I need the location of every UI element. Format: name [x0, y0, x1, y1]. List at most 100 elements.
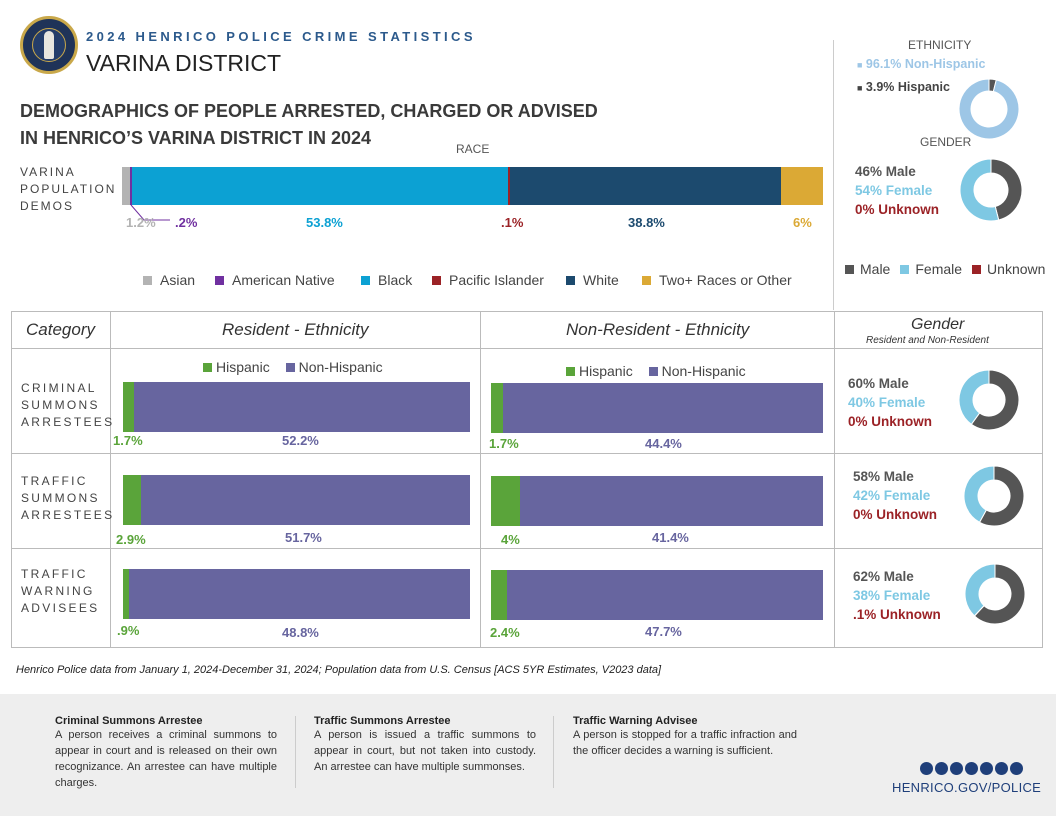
race-label-white: 38.8%	[628, 215, 665, 230]
non-hispanic-segment	[141, 475, 470, 525]
race-segment-black	[132, 167, 509, 205]
non-hispanic-segment	[129, 569, 470, 619]
overall-gender-stats: 46% Male 54% Female 0% Unknown	[855, 164, 940, 217]
nextdoor-icon[interactable]	[980, 762, 993, 775]
category-traffic-warning: TRAFFIC WARNING ADVISEES	[21, 567, 100, 615]
category-criminal-summons: CRIMINAL SUMMONS ARRESTEES	[21, 381, 115, 429]
row1-gender-stats: 60% Male 40% Female 0% Unknown	[848, 376, 933, 429]
row1-resident-non-hispanic-pct: 52.2%	[282, 433, 319, 448]
overall-gender-donut	[959, 158, 1023, 222]
row3-gender-donut	[964, 563, 1026, 625]
definition-criminal-summons: Criminal Summons Arrestee A person recei…	[55, 715, 277, 789]
female-slice	[959, 158, 1000, 222]
legend-two-plus: Two+ Races or Other	[642, 272, 792, 288]
race-label-two-plus: 6%	[793, 215, 812, 230]
row2-non-resident-bar	[491, 476, 823, 526]
non-hispanic-segment	[133, 382, 470, 432]
population-demos-label: VARINA POPULATION DEMOS	[20, 165, 117, 213]
non-hispanic-segment	[506, 570, 823, 620]
legend-female: Female	[900, 261, 962, 277]
category-traffic-summons: TRAFFIC SUMMONS ARRESTEES	[21, 474, 115, 522]
page-headline: DEMOGRAPHICS OF PEOPLE ARRESTED, CHARGED…	[20, 101, 598, 148]
ethnicity-title: ETHNICITY	[908, 38, 972, 52]
row3-gender-stats: 62% Male 38% Female .1% Unknown	[853, 569, 941, 622]
non-hispanic-slice	[958, 78, 1020, 140]
header-gender: Gender	[911, 316, 965, 333]
henrico-police-seal	[20, 16, 78, 74]
threads-icon[interactable]	[965, 762, 978, 775]
race-segment-american-native	[130, 167, 133, 205]
row1-resident-hispanic-pct: 1.7%	[113, 433, 143, 448]
race-segment-white	[510, 167, 782, 205]
race-stacked-bar	[122, 167, 824, 205]
legend-white: White	[566, 272, 619, 288]
header-resident: Resident - Ethnicity	[222, 320, 369, 339]
linkedin-icon[interactable]	[1010, 762, 1023, 775]
female-slice	[963, 465, 995, 523]
female-slice	[958, 369, 990, 425]
row3-non-resident-bar	[491, 570, 823, 620]
header-gender-sub: Resident and Non-Resident	[866, 335, 989, 346]
american-native-leader-line	[130, 204, 170, 221]
gender-title: GENDER	[920, 135, 972, 149]
definition-traffic-summons: Traffic Summons Arrestee A person is iss…	[314, 715, 536, 773]
row2-gender-stats: 58% Male 42% Female 0% Unknown	[853, 469, 938, 522]
row1-gender-donut	[958, 369, 1020, 431]
non-hispanic-segment	[520, 476, 823, 526]
data-source-footnote: Henrico Police data from January 1, 2024…	[16, 664, 662, 676]
hispanic-segment	[123, 569, 130, 619]
legend-american-native: American Native	[215, 272, 335, 288]
race-segment-two-races-or-other	[781, 167, 824, 205]
row2-resident-bar	[123, 475, 470, 525]
ethnicity-hispanic-stat: ■ 3.9% Hispanic	[857, 80, 950, 94]
hispanic-segment	[491, 383, 504, 433]
definition-traffic-warning: Traffic Warning Advisee A person is stop…	[573, 715, 797, 757]
race-label-pacific-islander: .1%	[501, 215, 524, 230]
row1-non-resident-non-hispanic-pct: 44.4%	[645, 436, 682, 451]
category-table	[11, 311, 1043, 648]
non-resident-legend: Hispanic Non-Hispanic	[566, 363, 746, 379]
male-slice	[970, 369, 1020, 431]
website-link[interactable]: HENRICO.GOV/POLICE	[892, 780, 1042, 795]
row3-resident-non-hispanic-pct: 48.8%	[282, 625, 319, 640]
race-label-asian: 1.2%	[126, 215, 156, 230]
race-segment-asian	[122, 167, 131, 205]
right-divider	[833, 40, 834, 310]
ethnicity-non-hispanic-stat: ■ 96.1% Non-Hispanic	[857, 57, 986, 71]
row2-non-resident-non-hispanic-pct: 41.4%	[652, 530, 689, 545]
race-title: RACE	[456, 142, 490, 156]
footer-divider	[295, 716, 296, 788]
resident-legend: Hispanic Non-Hispanic	[203, 359, 383, 375]
overall-ethnicity-donut	[958, 78, 1020, 140]
row2-non-resident-hispanic-pct: 4%	[501, 532, 520, 547]
male-slice	[973, 563, 1026, 625]
footer-divider	[553, 716, 554, 788]
row3-resident-hispanic-pct: .9%	[117, 623, 140, 638]
female-slice	[964, 563, 996, 617]
row1-non-resident-bar	[491, 383, 823, 433]
row3-non-resident-non-hispanic-pct: 47.7%	[645, 624, 682, 639]
youtube-icon[interactable]	[995, 762, 1008, 775]
non-hispanic-segment	[503, 383, 823, 433]
social-icons	[918, 762, 1023, 775]
race-label-black: 53.8%	[306, 215, 343, 230]
row3-resident-bar	[123, 569, 470, 619]
legend-black: Black	[361, 272, 412, 288]
race-segment-pacific-islander	[508, 167, 511, 205]
legend-male: Male	[845, 261, 890, 277]
hispanic-segment	[491, 570, 507, 620]
legend-unknown: Unknown	[972, 261, 1045, 277]
male-slice	[978, 465, 1025, 527]
row1-resident-bar	[123, 382, 470, 432]
header-category: Category	[26, 320, 95, 339]
instagram-icon[interactable]	[935, 762, 948, 775]
row1-non-resident-hispanic-pct: 1.7%	[489, 436, 519, 451]
row2-resident-non-hispanic-pct: 51.7%	[285, 530, 322, 545]
district-title: VARINA DISTRICT	[86, 50, 282, 76]
race-label-american-native: .2%	[175, 215, 198, 230]
x-icon[interactable]	[950, 762, 963, 775]
row2-gender-donut	[963, 465, 1025, 527]
facebook-icon[interactable]	[920, 762, 933, 775]
gender-legend: Male Female Unknown	[845, 261, 1045, 277]
